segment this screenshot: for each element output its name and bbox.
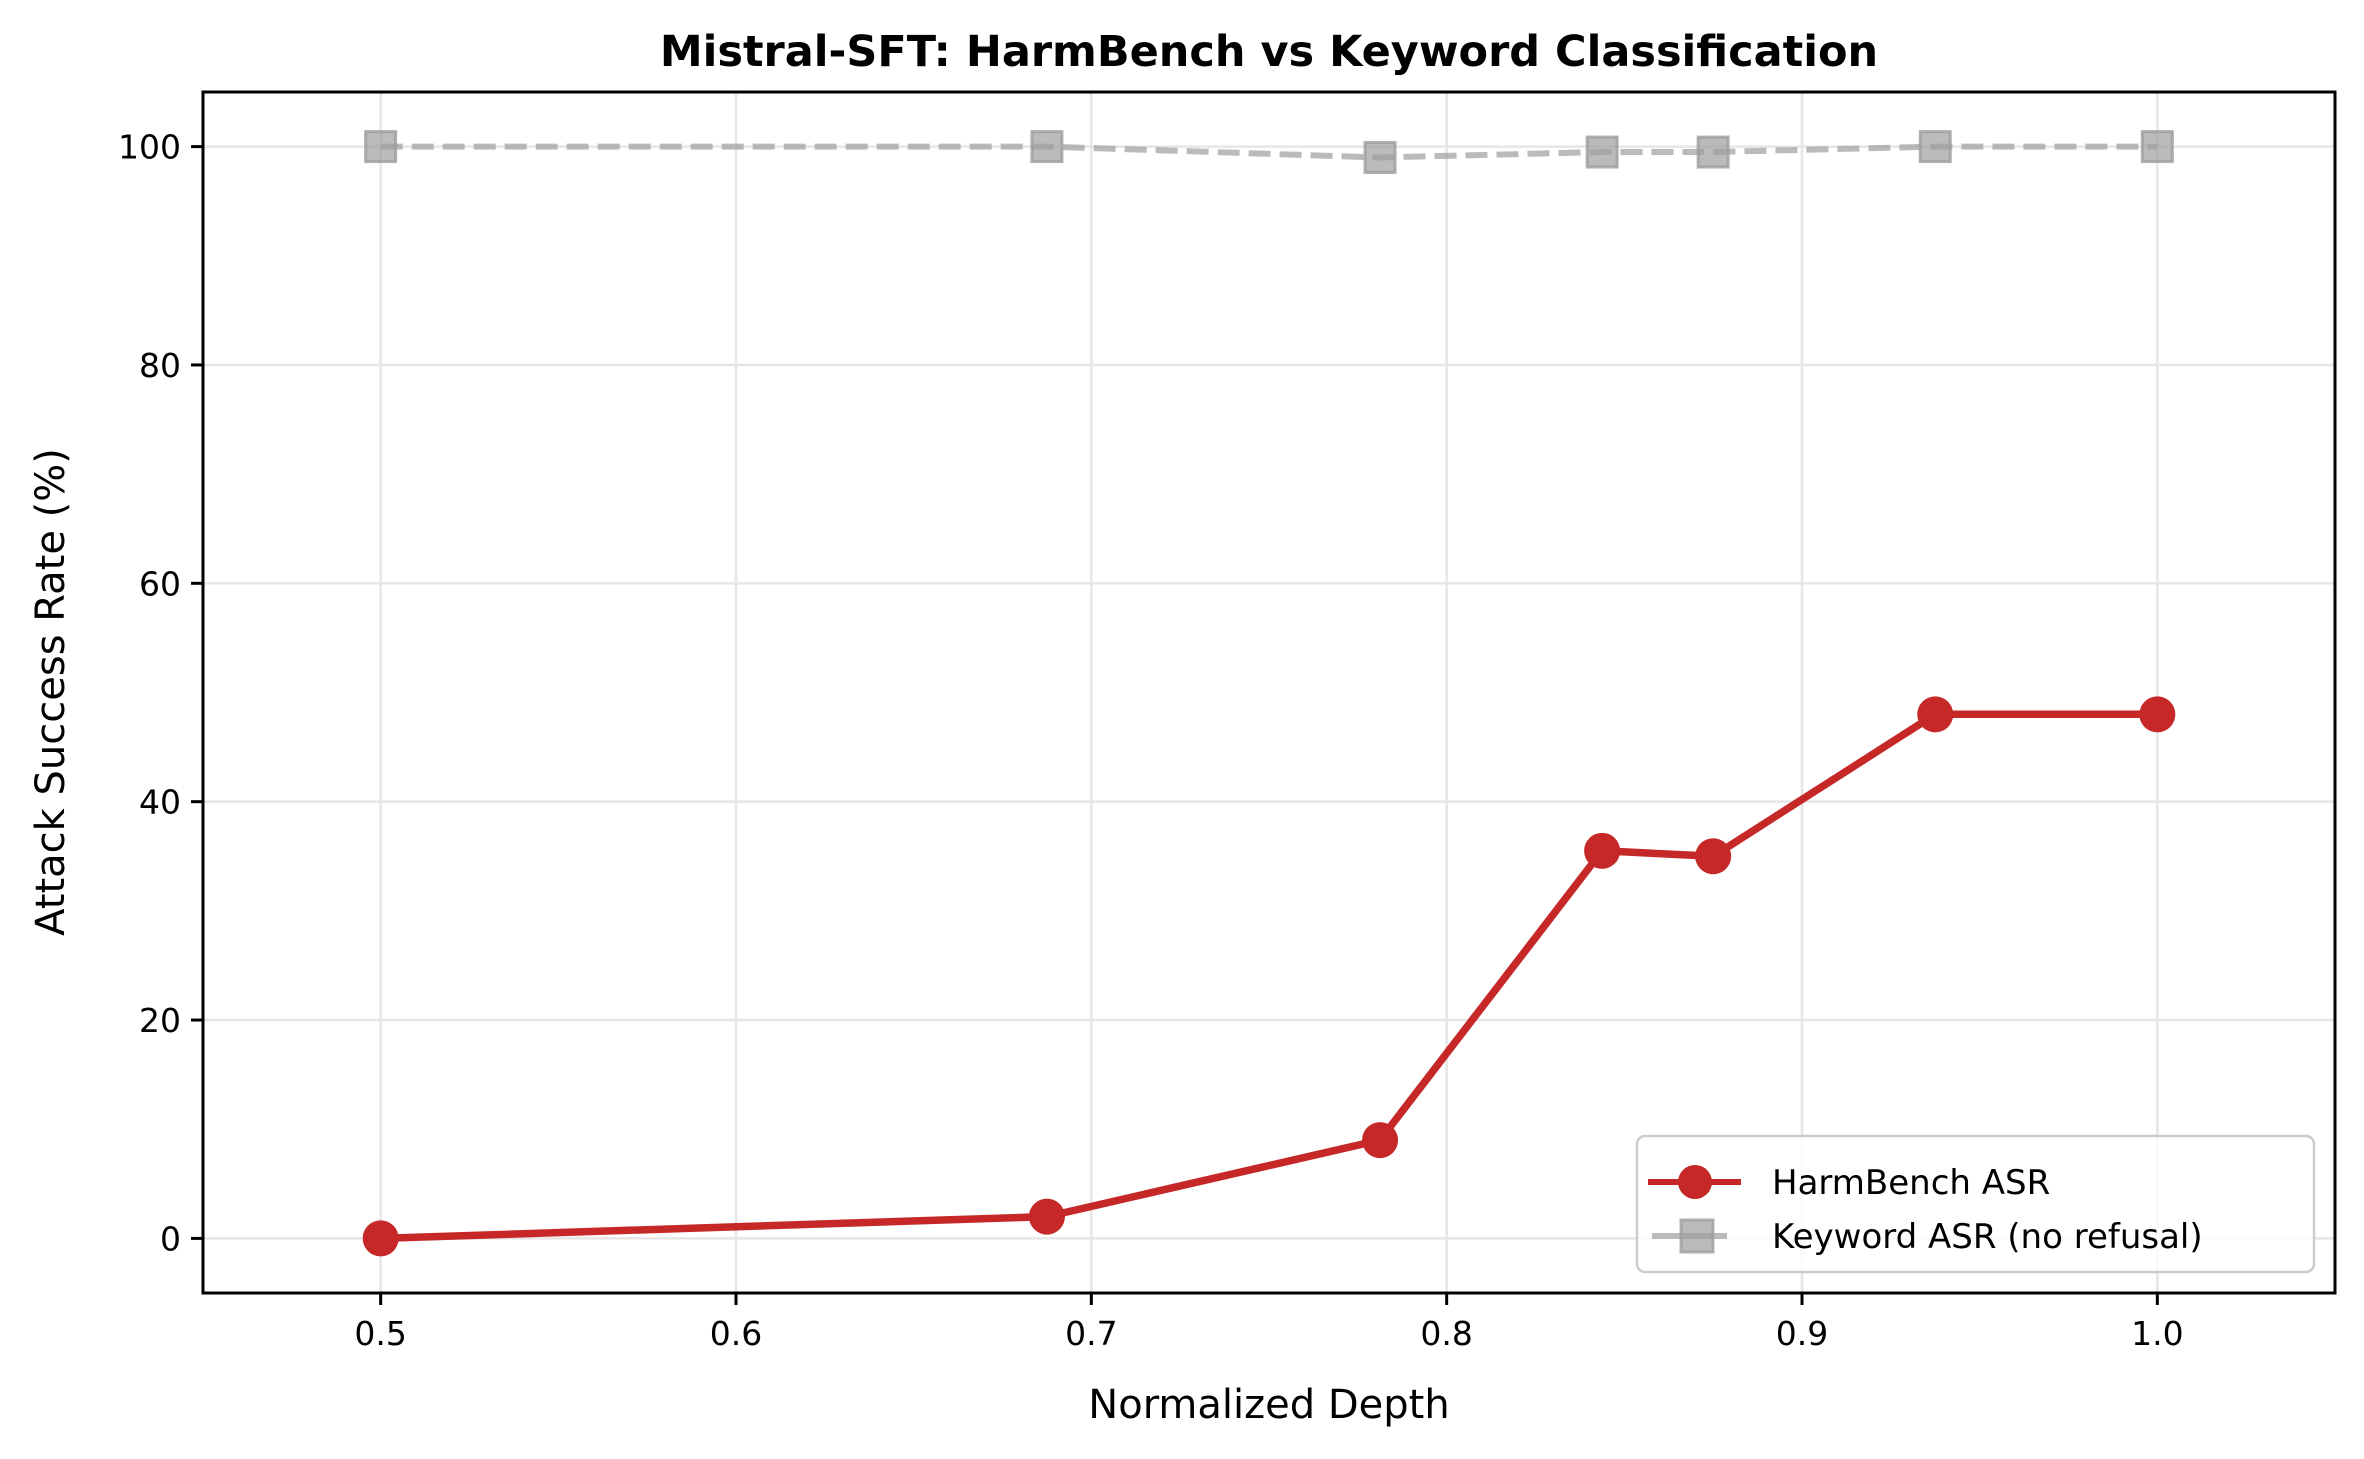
plot-background [203,92,2335,1293]
series-keyword [364,130,2174,175]
y-tick-label: 80 [139,346,181,385]
series-harmbench [362,696,2176,1257]
circle-marker-icon [1917,696,1954,733]
y-tick-label: 0 [160,1219,181,1258]
x-tick-label: 0.7 [1065,1314,1117,1353]
x-gridlines [379,92,2159,1293]
series-layer [362,130,2176,1257]
y-tick-label: 60 [139,564,181,603]
legend-label-keyword: Keyword ASR (no refusal) [1772,1217,2203,1257]
plot-area [201,90,2337,1295]
circle-marker-icon [1028,1198,1065,1235]
legend: HarmBench ASR Keyword ASR (no refusal) [1635,1134,2316,1274]
legend-item-harmbench: HarmBench ASR [1648,1163,2050,1203]
x-tick-label: 0.9 [1776,1314,1828,1353]
square-marker-icon [2140,130,2174,164]
legend-marker-circle-icon [1678,1165,1712,1199]
x-tick-label: 1.0 [2131,1314,2183,1353]
legend-item-keyword: Keyword ASR (no refusal) [1652,1217,2203,1257]
x-axis-label: Normalized Depth [1088,1382,1449,1428]
axes-frame [201,90,2337,1295]
y-tick-label: 100 [118,128,181,167]
square-marker-icon [1918,130,1952,164]
legend-box [1635,1134,2316,1274]
square-marker-icon [1030,130,1064,164]
chart-title: Mistral-SFT: HarmBench vs Keyword Classi… [660,27,1878,77]
y-axis: 0 20 40 60 80 100 [118,128,203,1258]
x-axis: 0.5 0.6 0.7 0.8 0.9 1.0 [354,1293,2184,1353]
x-tick-label: 0.6 [710,1314,762,1353]
x-tick-label: 0.5 [354,1314,406,1353]
square-marker-icon [1696,135,1730,169]
y-tick-label: 20 [139,1001,181,1040]
square-marker-icon [1585,135,1619,169]
y-tick-label: 40 [139,783,181,822]
square-marker-icon [1363,141,1397,175]
circle-marker-icon [362,1220,399,1257]
circle-marker-icon [2139,696,2176,733]
legend-label-harmbench: HarmBench ASR [1772,1163,2050,1203]
circle-marker-icon [1695,838,1732,875]
legend-marker-square-icon [1679,1218,1715,1254]
x-tick-label: 0.8 [1420,1314,1472,1353]
circle-marker-icon [1584,832,1621,869]
y-axis-label: Attack Success Rate (%) [28,448,74,936]
square-marker-icon [364,130,398,164]
circle-marker-icon [1362,1122,1399,1159]
